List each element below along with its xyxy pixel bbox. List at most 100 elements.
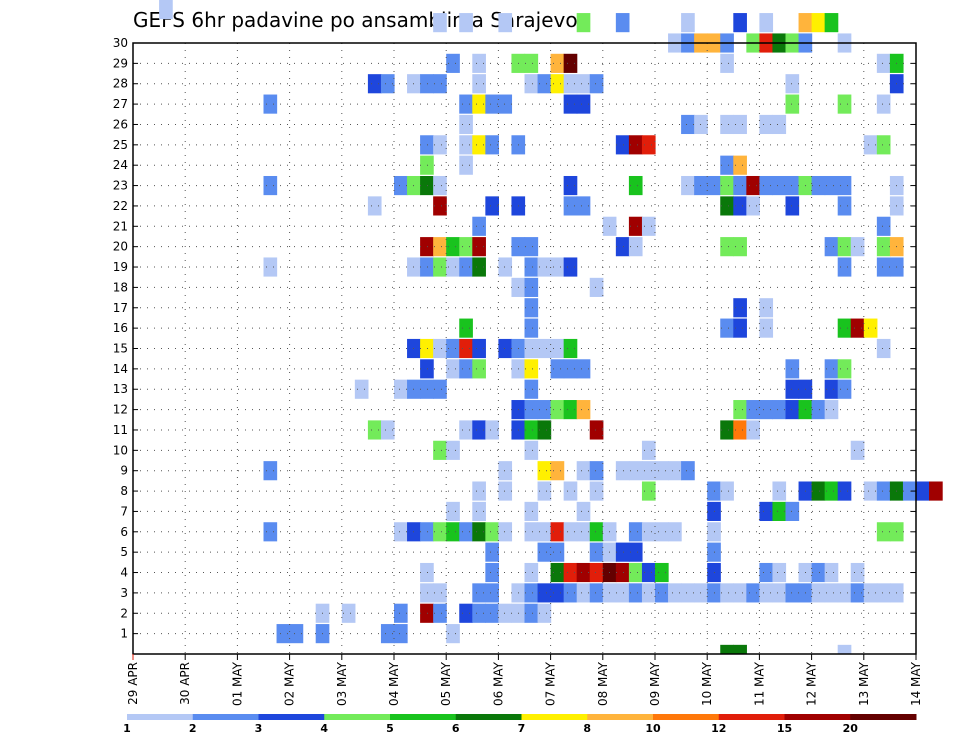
precip-cell <box>446 359 460 379</box>
precip-cell <box>824 175 839 196</box>
precip-cell <box>759 13 774 33</box>
precip-cell <box>472 481 486 501</box>
precip-cell <box>759 318 774 338</box>
precip-cell <box>733 298 747 318</box>
precip-cell <box>811 175 826 196</box>
precip-cell <box>576 359 591 379</box>
y-tick-label: 18 <box>113 280 128 294</box>
precip-cell <box>420 257 434 277</box>
y-tick-label: 10 <box>113 443 128 457</box>
colorbar-label: 7 <box>518 722 526 735</box>
precip-cell <box>589 420 604 440</box>
precip-cell <box>433 135 447 155</box>
x-tick-label: 03 MAY <box>335 661 349 706</box>
precip-cell <box>433 338 447 359</box>
precip-cell <box>394 175 408 196</box>
precip-cell <box>837 175 852 196</box>
precip-cell <box>641 562 656 583</box>
precip-cell <box>733 644 747 655</box>
precip-cell <box>550 74 565 94</box>
precip-cell <box>459 420 473 440</box>
precip-cell <box>772 481 787 501</box>
precip-cell <box>837 379 852 399</box>
y-tick-label: 3 <box>120 586 128 600</box>
precip-cell <box>537 542 552 562</box>
precip-cell <box>615 13 630 33</box>
precip-cell <box>459 237 473 257</box>
colorbar-label: 15 <box>777 722 792 735</box>
colorbar-swatch <box>521 714 588 720</box>
y-tick-label: 17 <box>113 301 128 315</box>
precip-cell <box>446 257 460 277</box>
precip-cell <box>589 562 604 583</box>
precip-cell <box>837 318 852 338</box>
colorbar-swatch <box>324 714 391 720</box>
precip-cell <box>850 237 865 257</box>
precip-cell <box>720 196 734 216</box>
precip-cell <box>733 237 747 257</box>
y-tick-label: 20 <box>113 240 128 254</box>
precip-cell <box>785 583 800 603</box>
precip-cell <box>576 13 591 33</box>
precip-cell <box>733 318 747 338</box>
y-tick-label: 8 <box>120 484 128 498</box>
precip-cell <box>446 53 460 73</box>
y-tick-label: 28 <box>113 77 128 91</box>
precip-cell <box>876 522 891 542</box>
precip-cell <box>733 13 747 33</box>
precip-cell <box>485 420 499 440</box>
precip-cell <box>759 400 774 420</box>
x-tick-label: 10 MAY <box>700 661 714 706</box>
precip-cell <box>550 522 565 542</box>
precip-cell <box>472 603 486 623</box>
y-tick-label: 26 <box>113 117 128 131</box>
precip-cell <box>459 522 473 542</box>
precip-cell <box>433 237 447 257</box>
precip-cell <box>733 420 747 440</box>
precip-cell <box>837 257 852 277</box>
precip-cell <box>263 175 278 196</box>
precip-cell <box>615 237 630 257</box>
precip-cell <box>550 461 565 481</box>
precip-cell <box>681 461 695 481</box>
precip-cell <box>276 624 291 644</box>
precip-cell <box>837 583 852 603</box>
precip-cell <box>524 298 539 318</box>
colorbar-swatch <box>587 714 654 720</box>
precip-cell <box>498 94 513 114</box>
precip-cell <box>524 420 539 440</box>
precip-cell <box>576 562 591 583</box>
precip-cell <box>746 175 760 196</box>
precip-cell <box>459 94 473 114</box>
precip-cell <box>668 461 682 481</box>
precip-cell <box>446 501 460 521</box>
precip-cell <box>394 522 408 542</box>
precip-cell <box>498 338 513 359</box>
precip-cell <box>563 53 578 73</box>
precip-cell <box>876 237 891 257</box>
y-tick-label: 29 <box>113 56 128 70</box>
precip-cell <box>668 522 682 542</box>
precip-cell <box>263 461 278 481</box>
precip-cell <box>550 542 565 562</box>
precip-cell <box>459 257 473 277</box>
precip-cell <box>811 481 826 501</box>
precip-cell <box>837 237 852 257</box>
precip-cell <box>746 196 760 216</box>
precip-cell <box>420 175 434 196</box>
precip-cell <box>524 379 539 399</box>
colorbar-swatch <box>653 714 720 720</box>
precip-cell <box>485 94 499 114</box>
precip-cell <box>681 175 695 196</box>
precip-cell <box>863 583 878 603</box>
x-tick-label: 04 MAY <box>387 661 401 706</box>
precip-cell <box>420 135 434 155</box>
precip-cell <box>433 379 447 399</box>
precip-cell <box>628 583 643 603</box>
precip-cell <box>472 338 486 359</box>
y-tick-label: 1 <box>120 627 128 641</box>
precip-cell <box>289 624 304 644</box>
precip-cell <box>733 155 747 175</box>
precip-cell <box>485 522 499 542</box>
precip-cell <box>824 400 839 420</box>
